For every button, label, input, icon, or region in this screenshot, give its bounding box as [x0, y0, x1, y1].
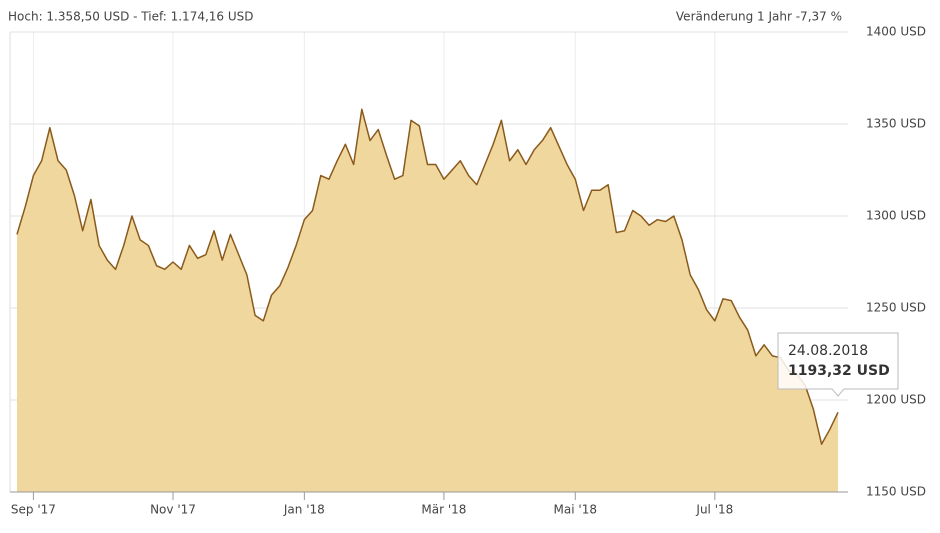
y-tick-label: 1400 USD: [866, 25, 926, 39]
x-tick-label: Nov '17: [150, 503, 196, 517]
price-line: [16, 108, 839, 445]
y-tick-label: 1350 USD: [866, 117, 926, 131]
y-tick-label: 1200 USD: [866, 393, 926, 407]
x-tick-label: Mär '18: [421, 503, 466, 517]
x-tick-label: Jul '18: [695, 503, 733, 517]
header-right: Veränderung 1 Jahr -7,37 %: [676, 10, 842, 24]
x-tick-label: Sep '17: [11, 503, 56, 517]
tooltip-date: 24.08.2018: [788, 343, 868, 359]
header-left: Hoch: 1.358,50 USD - Tief: 1.174,16 USD: [8, 10, 254, 24]
tooltip-box: [777, 332, 899, 397]
y-tick-label: 1300 USD: [866, 209, 926, 223]
y-tick-label: 1250 USD: [866, 301, 926, 315]
x-tick-label: Mai '18: [554, 503, 597, 517]
y-tick-label: 1150 USD: [866, 485, 926, 499]
tooltip-value: 1193,32 USD: [788, 363, 890, 379]
area-fill: [17, 109, 838, 492]
tooltip: 24.08.2018 1193,32 USD: [777, 332, 899, 397]
x-tick-label: Jan '18: [283, 503, 325, 517]
